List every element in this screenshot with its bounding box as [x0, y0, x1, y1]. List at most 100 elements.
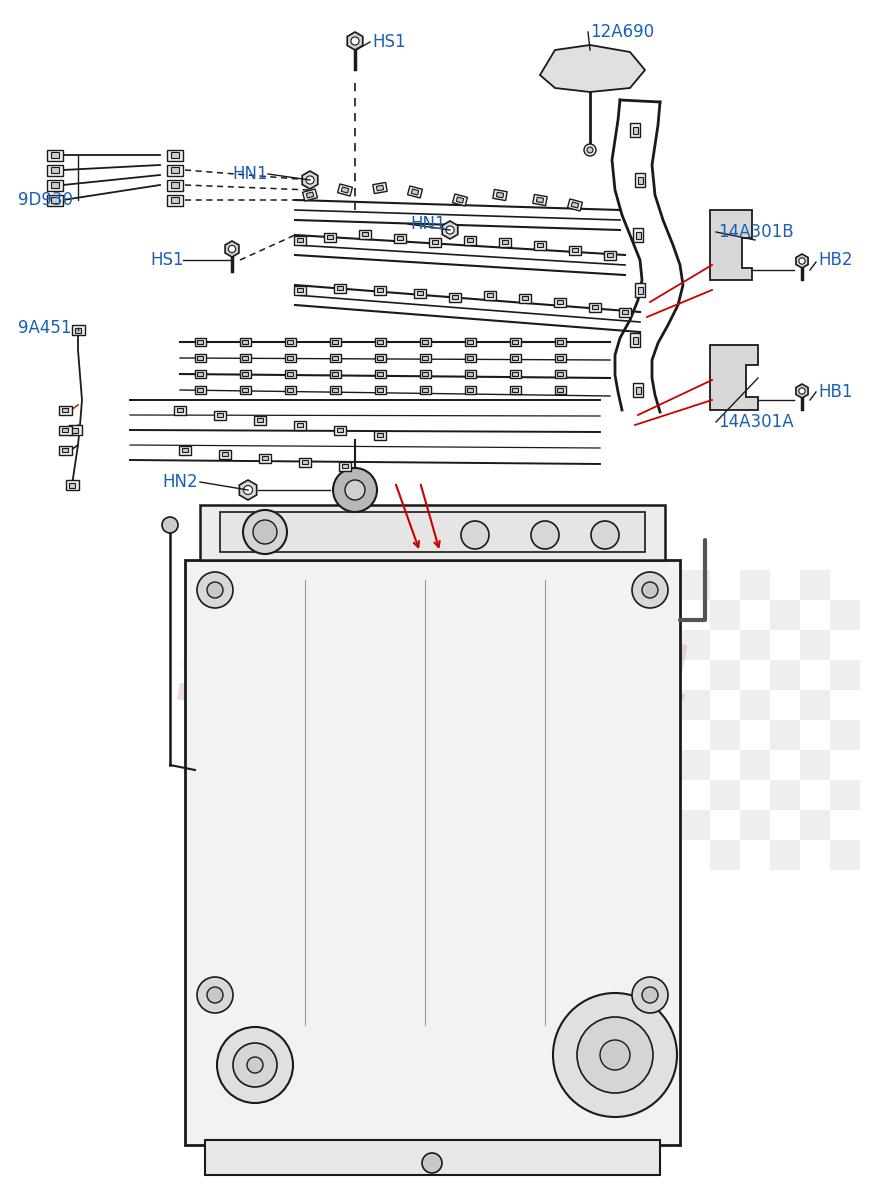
Polygon shape: [287, 356, 293, 360]
Polygon shape: [796, 254, 808, 268]
Polygon shape: [47, 164, 63, 175]
Polygon shape: [72, 325, 85, 335]
Circle shape: [351, 37, 359, 46]
Polygon shape: [167, 194, 183, 205]
Polygon shape: [533, 194, 548, 206]
Polygon shape: [636, 386, 641, 394]
Bar: [680, 810, 710, 840]
Bar: [800, 570, 830, 600]
Bar: [680, 630, 710, 660]
Bar: [500, 570, 530, 600]
Polygon shape: [449, 293, 461, 301]
Text: car parts: car parts: [270, 730, 602, 800]
Polygon shape: [555, 354, 566, 362]
Circle shape: [591, 521, 619, 550]
Bar: [710, 600, 740, 630]
Polygon shape: [47, 150, 63, 161]
Text: HN2: HN2: [162, 473, 198, 491]
Bar: [530, 720, 560, 750]
Polygon shape: [422, 340, 428, 344]
Polygon shape: [51, 197, 59, 203]
Bar: [530, 780, 560, 810]
Bar: [620, 750, 650, 780]
Bar: [500, 750, 530, 780]
Polygon shape: [555, 338, 566, 346]
Polygon shape: [62, 448, 68, 452]
Bar: [620, 810, 650, 840]
Polygon shape: [456, 197, 464, 203]
Polygon shape: [75, 328, 81, 332]
Polygon shape: [197, 340, 203, 344]
Polygon shape: [171, 152, 179, 157]
Polygon shape: [58, 445, 72, 455]
Polygon shape: [465, 338, 475, 346]
Polygon shape: [493, 188, 508, 202]
Bar: [710, 720, 740, 750]
Polygon shape: [62, 427, 68, 432]
Polygon shape: [632, 336, 637, 343]
Polygon shape: [330, 338, 340, 346]
Bar: [830, 600, 860, 630]
Polygon shape: [710, 346, 758, 410]
Text: HN1: HN1: [410, 215, 446, 233]
Polygon shape: [604, 251, 616, 259]
Polygon shape: [374, 286, 386, 294]
Polygon shape: [240, 338, 250, 346]
Polygon shape: [619, 307, 631, 317]
Polygon shape: [330, 370, 340, 378]
Bar: [830, 660, 860, 690]
Polygon shape: [378, 356, 383, 360]
Bar: [590, 720, 620, 750]
Bar: [620, 630, 650, 660]
Text: HN1: HN1: [232, 164, 268, 182]
Bar: [800, 690, 830, 720]
Polygon shape: [332, 356, 337, 360]
Polygon shape: [509, 386, 521, 394]
Polygon shape: [214, 410, 226, 420]
Circle shape: [207, 986, 223, 1003]
Circle shape: [243, 486, 253, 494]
Polygon shape: [342, 463, 348, 468]
Polygon shape: [240, 386, 250, 394]
Polygon shape: [299, 457, 311, 467]
Polygon shape: [222, 451, 228, 456]
Circle shape: [233, 1043, 277, 1087]
Bar: [560, 810, 590, 840]
Polygon shape: [294, 235, 306, 245]
Bar: [590, 780, 620, 810]
Polygon shape: [171, 197, 179, 203]
Polygon shape: [167, 164, 183, 175]
Bar: [800, 630, 830, 660]
Bar: [590, 840, 620, 870]
Polygon shape: [432, 240, 438, 245]
Polygon shape: [47, 180, 63, 191]
Polygon shape: [568, 199, 582, 210]
Polygon shape: [374, 338, 385, 346]
Circle shape: [228, 245, 235, 253]
Polygon shape: [465, 354, 475, 362]
Polygon shape: [242, 340, 248, 344]
Circle shape: [217, 1027, 293, 1103]
Polygon shape: [254, 415, 266, 425]
Polygon shape: [72, 427, 78, 432]
Polygon shape: [465, 370, 475, 378]
Polygon shape: [429, 238, 441, 246]
Circle shape: [306, 176, 314, 184]
Polygon shape: [338, 186, 351, 194]
Polygon shape: [194, 386, 206, 394]
Bar: [770, 720, 800, 750]
Polygon shape: [332, 340, 337, 344]
Polygon shape: [630, 332, 640, 347]
Polygon shape: [374, 386, 385, 394]
Polygon shape: [58, 426, 72, 434]
Text: HS1: HS1: [372, 32, 405, 50]
Text: 9A451: 9A451: [18, 319, 72, 337]
Polygon shape: [465, 386, 475, 394]
Circle shape: [422, 1153, 442, 1174]
Polygon shape: [284, 370, 296, 378]
Circle shape: [577, 1018, 653, 1093]
Bar: [205, 1140, 660, 1175]
Polygon shape: [522, 295, 528, 300]
Polygon shape: [569, 246, 581, 254]
Polygon shape: [334, 426, 346, 434]
